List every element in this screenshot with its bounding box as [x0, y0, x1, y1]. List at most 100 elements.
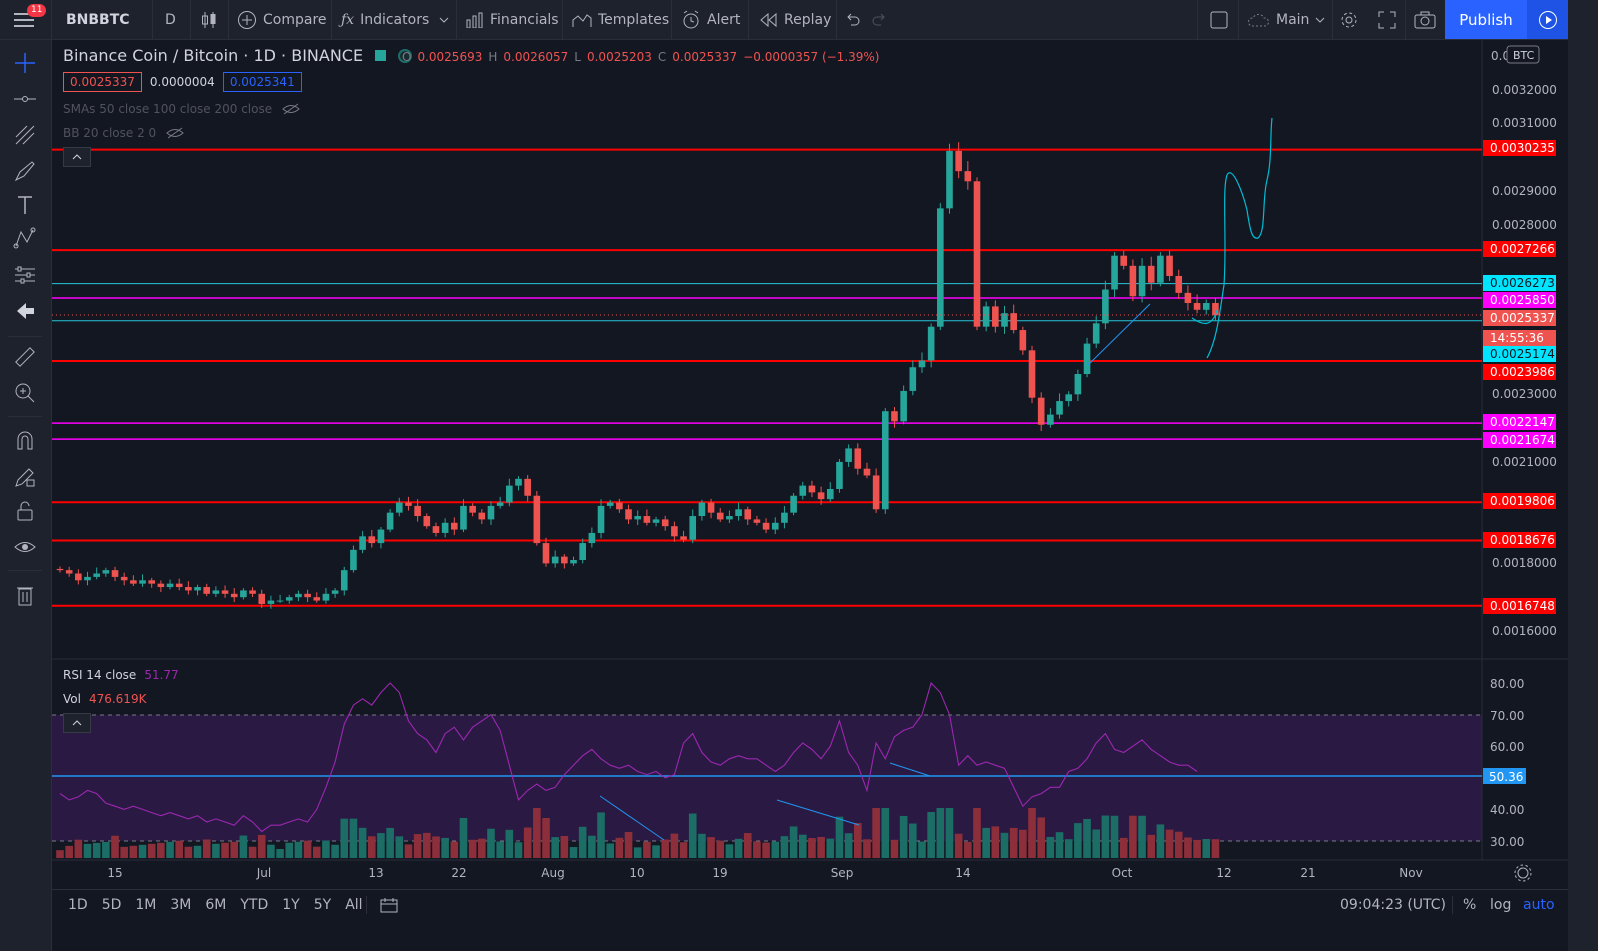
zoom-tool[interactable]: [12, 380, 38, 406]
volume-bar: [221, 842, 229, 858]
indicators-dropdown[interactable]: [439, 0, 449, 39]
divergence-line-2[interactable]: [776, 799, 860, 826]
rsi-legend[interactable]: RSI 14 close 51.77: [63, 668, 179, 682]
remove-tool[interactable]: [12, 582, 38, 608]
time-tick: 12: [1216, 866, 1231, 880]
range-button-5y[interactable]: 5Y: [313, 897, 332, 913]
bb-legend[interactable]: BB 20 close 2 0: [63, 126, 184, 140]
candle-body: [194, 587, 201, 591]
settings-button[interactable]: [1339, 0, 1359, 39]
publish-dropdown-button[interactable]: [1527, 0, 1568, 39]
range-button-3m[interactable]: 3M: [170, 897, 192, 913]
projection-drawing[interactable]: [1206, 117, 1273, 359]
menu-button[interactable]: [14, 0, 34, 39]
candle-body: [1111, 255, 1118, 290]
fib-tool[interactable]: [12, 122, 38, 148]
price-label-bg: [1483, 241, 1556, 257]
alert-button[interactable]: Alert: [681, 0, 740, 39]
measure-tool[interactable]: [12, 344, 38, 370]
pattern-tool[interactable]: [12, 226, 38, 252]
back-tool[interactable]: [12, 298, 38, 324]
rsi-band: [52, 715, 1482, 841]
indicators-button[interactable]: ƒx Indicators: [341, 0, 429, 39]
interval-button[interactable]: D: [165, 11, 176, 28]
layout-name-button[interactable]: Main: [1246, 0, 1325, 39]
clock-timezone[interactable]: 09:04:23 (UTC): [1340, 897, 1447, 913]
projection-drawing-start[interactable]: [1191, 309, 1218, 324]
publish-button[interactable]: Publish: [1445, 0, 1527, 39]
compare-button[interactable]: Compare: [237, 0, 327, 39]
fullscreen-button[interactable]: [1378, 0, 1396, 39]
symbol-search-button[interactable]: BNBBTC: [66, 11, 130, 28]
rsi-axis[interactable]: 80.00 70.00 60.00 40.00 30.00: [1490, 677, 1524, 849]
open-value: 0.0025693: [417, 50, 483, 64]
chart-style-button[interactable]: [201, 0, 217, 39]
volume-bar: [1000, 832, 1009, 858]
brush-tool[interactable]: [12, 158, 38, 184]
range-button-all[interactable]: All: [345, 897, 363, 913]
percent-toggle[interactable]: %: [1463, 897, 1477, 913]
range-button-5d[interactable]: 5D: [101, 897, 122, 913]
crosshair-tool[interactable]: [12, 50, 38, 76]
volume-bars: [56, 808, 1220, 858]
candle-body: [937, 208, 944, 327]
redo-button[interactable]: [872, 0, 888, 39]
select-layout-button[interactable]: [1210, 0, 1228, 39]
volume-bar: [789, 826, 798, 858]
volume-bar: [358, 827, 367, 858]
trend-line-tool[interactable]: [12, 86, 38, 112]
undo-button[interactable]: [844, 0, 860, 39]
text-tool[interactable]: [12, 192, 38, 218]
ask-box[interactable]: 0.0025341: [222, 72, 302, 92]
volume-bar: [1211, 839, 1220, 858]
hide-tool[interactable]: [12, 534, 38, 560]
magnet-tool[interactable]: [12, 428, 38, 454]
goto-date-button[interactable]: [380, 890, 398, 920]
collapse-legend-button[interactable]: [63, 147, 91, 167]
volume-bar: [367, 836, 376, 858]
volume-bar: [542, 818, 550, 858]
financials-button[interactable]: Financials: [466, 0, 559, 39]
candle-body: [863, 468, 871, 476]
lock-tool[interactable]: [12, 498, 38, 524]
eye-off-icon[interactable]: [166, 127, 184, 139]
main-legend[interactable]: Binance Coin / Bitcoin · 1D · BINANCE: [63, 46, 413, 65]
vol-legend[interactable]: Vol 476.619K: [63, 692, 146, 706]
prediction-tool[interactable]: [12, 262, 38, 288]
divergence-line-1[interactable]: [599, 795, 665, 841]
candle-body: [817, 492, 825, 500]
templates-button[interactable]: Templates: [572, 0, 669, 39]
candle-body: [625, 509, 632, 520]
log-toggle[interactable]: log: [1490, 897, 1512, 913]
bid-box[interactable]: 0.0025337: [63, 72, 142, 92]
price-axis[interactable]: 0.0 0.0032000 0.0031000 0.0029000 0.0028…: [1491, 49, 1557, 638]
range-button-6m[interactable]: 6M: [205, 897, 227, 913]
range-button-1d[interactable]: 1D: [68, 897, 88, 913]
range-button-1y[interactable]: 1Y: [282, 897, 300, 913]
eye-off-icon[interactable]: [282, 103, 300, 115]
trendline[interactable]: [1087, 303, 1151, 366]
price-pane[interactable]: [52, 40, 1482, 658]
chart-canvas[interactable]: 0.00302350.00272660.00262730.00258500.00…: [52, 40, 1568, 920]
divergence-line-3[interactable]: [889, 762, 931, 777]
auto-toggle[interactable]: auto: [1523, 897, 1555, 913]
candle-body: [524, 478, 531, 496]
bar-chart-icon: [466, 12, 483, 28]
candle-body: [322, 593, 330, 601]
volume-bar: [102, 841, 110, 858]
camera-icon: [1414, 11, 1436, 28]
snapshot-button[interactable]: [1414, 0, 1436, 39]
range-button-1m[interactable]: 1M: [135, 897, 157, 913]
price-tick: 0.0029000: [1492, 184, 1557, 198]
currency-label[interactable]: [1506, 45, 1540, 64]
collapse-rsi-legend-button[interactable]: [63, 713, 91, 733]
rsi-tick: 70.00: [1490, 709, 1524, 723]
candle-body: [185, 587, 192, 591]
replay-button[interactable]: Replay: [760, 0, 831, 39]
sma-legend[interactable]: SMAs 50 close 100 close 200 close: [63, 102, 300, 116]
price-label-bg: [1483, 532, 1556, 548]
stay-drawing-tool[interactable]: [12, 464, 38, 490]
range-button-ytd[interactable]: YTD: [240, 897, 269, 913]
axis-settings-button[interactable]: [1514, 864, 1532, 882]
horizontal-levels[interactable]: [52, 148, 1482, 607]
